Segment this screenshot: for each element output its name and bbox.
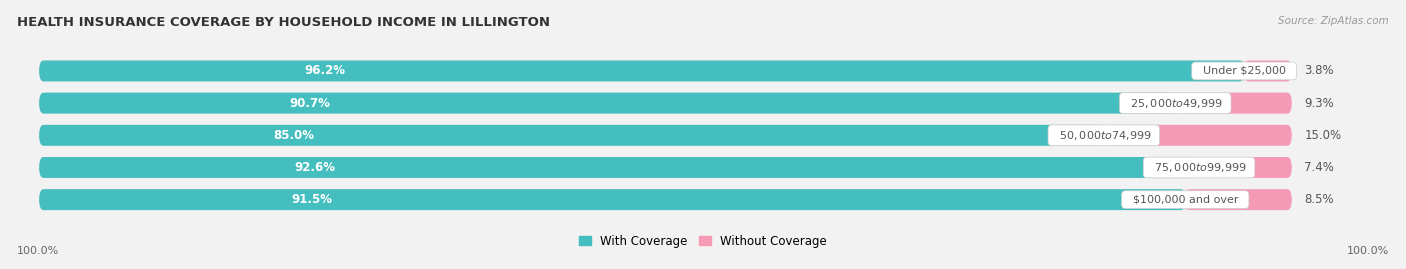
Text: 96.2%: 96.2% xyxy=(304,65,346,77)
FancyBboxPatch shape xyxy=(39,93,1292,114)
FancyBboxPatch shape xyxy=(39,61,1244,82)
Text: Source: ZipAtlas.com: Source: ZipAtlas.com xyxy=(1278,16,1389,26)
Text: 91.5%: 91.5% xyxy=(291,193,332,206)
FancyBboxPatch shape xyxy=(39,125,1104,146)
FancyBboxPatch shape xyxy=(39,189,1292,210)
Text: $25,000 to $49,999: $25,000 to $49,999 xyxy=(1123,97,1227,110)
Text: 90.7%: 90.7% xyxy=(290,97,330,110)
FancyBboxPatch shape xyxy=(1104,125,1292,146)
Text: 3.8%: 3.8% xyxy=(1305,65,1334,77)
FancyBboxPatch shape xyxy=(1199,157,1292,178)
FancyBboxPatch shape xyxy=(39,61,1292,82)
FancyBboxPatch shape xyxy=(39,157,1199,178)
Text: $75,000 to $99,999: $75,000 to $99,999 xyxy=(1147,161,1251,174)
FancyBboxPatch shape xyxy=(1244,61,1292,82)
Text: 85.0%: 85.0% xyxy=(273,129,315,142)
FancyBboxPatch shape xyxy=(39,93,1175,114)
FancyBboxPatch shape xyxy=(39,125,1292,146)
Text: 92.6%: 92.6% xyxy=(294,161,335,174)
Text: $50,000 to $74,999: $50,000 to $74,999 xyxy=(1052,129,1156,142)
Text: 9.3%: 9.3% xyxy=(1305,97,1334,110)
Legend: With Coverage, Without Coverage: With Coverage, Without Coverage xyxy=(574,230,832,253)
FancyBboxPatch shape xyxy=(1185,189,1292,210)
Text: 100.0%: 100.0% xyxy=(1347,246,1389,256)
FancyBboxPatch shape xyxy=(39,189,1185,210)
Text: 15.0%: 15.0% xyxy=(1305,129,1341,142)
Text: 8.5%: 8.5% xyxy=(1305,193,1334,206)
Text: Under $25,000: Under $25,000 xyxy=(1195,66,1292,76)
Text: 100.0%: 100.0% xyxy=(17,246,59,256)
Text: 7.4%: 7.4% xyxy=(1305,161,1334,174)
Text: $100,000 and over: $100,000 and over xyxy=(1126,195,1244,205)
Text: HEALTH INSURANCE COVERAGE BY HOUSEHOLD INCOME IN LILLINGTON: HEALTH INSURANCE COVERAGE BY HOUSEHOLD I… xyxy=(17,16,550,29)
FancyBboxPatch shape xyxy=(1175,93,1292,114)
FancyBboxPatch shape xyxy=(39,157,1292,178)
